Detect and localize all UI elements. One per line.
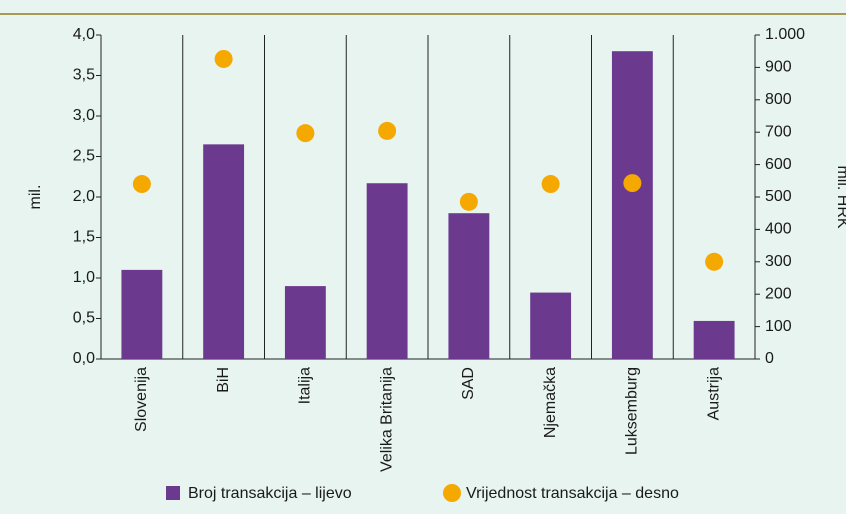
y2-tick-label: 0 — [765, 350, 774, 367]
dot — [541, 175, 560, 194]
bar — [530, 292, 572, 359]
x-tick-label: SAD — [460, 367, 477, 400]
x-tick-label: Italija — [297, 367, 314, 404]
x-tick-label: Velika Britanija — [378, 367, 395, 472]
y-axis-label: mil. — [27, 185, 44, 210]
y-tick-label: 1,0 — [73, 269, 95, 286]
bar — [611, 51, 653, 359]
y2-tick-label: 800 — [765, 91, 792, 108]
bar — [366, 183, 408, 359]
dot — [214, 49, 233, 68]
y2-tick-label: 200 — [765, 285, 792, 302]
y-tick-label: 2,5 — [73, 148, 95, 165]
y2-tick-label: 600 — [765, 156, 792, 173]
x-tick-label: BiH — [215, 367, 232, 393]
legend-label: Vrijednost transakcija – desno — [466, 485, 679, 502]
y-tick-label: 0,0 — [73, 350, 95, 367]
y-tick-label: 2,0 — [73, 188, 95, 205]
y2-tick-label: 1.000 — [765, 26, 805, 43]
y2-tick-label: 500 — [765, 188, 792, 205]
x-tick-label: Slovenija — [133, 367, 150, 432]
y2-tick-label: 700 — [765, 123, 792, 140]
dot — [132, 175, 151, 194]
y-tick-label: 1,5 — [73, 229, 95, 246]
legend-label: Broj transakcija – lijevo — [188, 485, 352, 502]
dot — [378, 121, 397, 140]
legend-swatch — [443, 484, 461, 502]
y2-tick-label: 900 — [765, 59, 792, 76]
dot — [296, 124, 315, 143]
x-tick-label: Austrija — [705, 367, 722, 420]
y2-tick-label: 400 — [765, 221, 792, 238]
y2-axis-label: mil. HRK — [834, 165, 846, 228]
dot — [623, 174, 642, 193]
bar — [448, 213, 490, 359]
y2-tick-label: 300 — [765, 253, 792, 270]
x-tick-label: Njemačka — [542, 367, 559, 438]
legend-swatch — [166, 486, 180, 500]
dot — [705, 252, 724, 271]
bar — [203, 144, 245, 359]
y-tick-label: 3,0 — [73, 107, 95, 124]
bar — [121, 269, 163, 359]
bar — [284, 286, 326, 359]
y2-tick-label: 100 — [765, 318, 792, 335]
bar — [693, 320, 735, 359]
y-tick-label: 4,0 — [73, 26, 95, 43]
y-tick-label: 0,5 — [73, 310, 95, 327]
dot — [459, 192, 478, 211]
x-tick-label: Luksemburg — [624, 367, 641, 455]
y-tick-label: 3,5 — [73, 67, 95, 84]
